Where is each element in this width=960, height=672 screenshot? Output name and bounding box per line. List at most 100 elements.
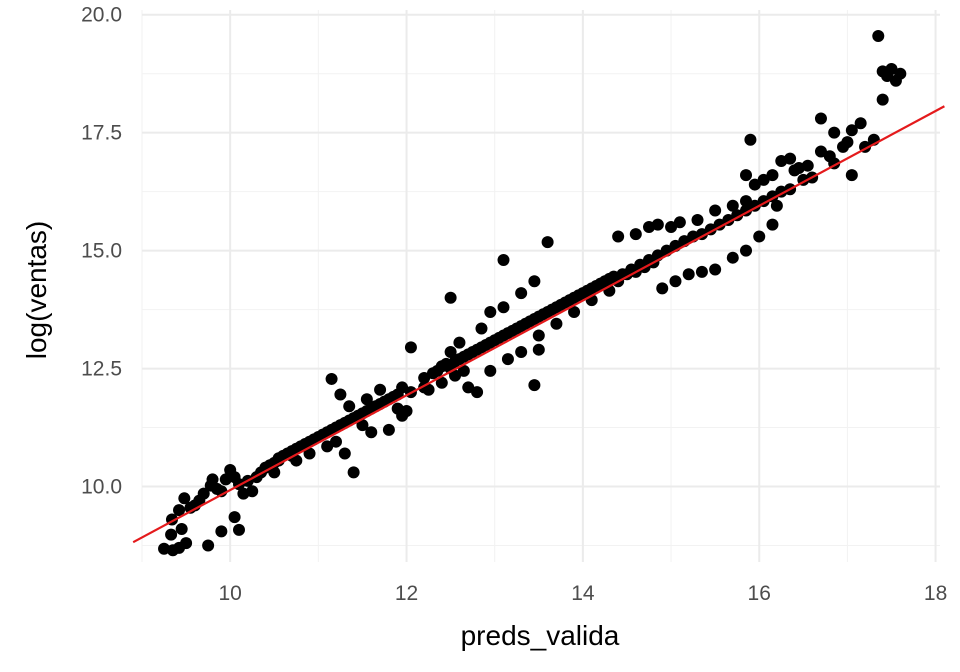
y-tick-label: 15.0 (81, 240, 122, 263)
x-axis-title: preds_valida (461, 620, 620, 651)
data-point (484, 305, 497, 318)
data-point (845, 124, 858, 137)
y-tick-label: 10.0 (81, 476, 122, 499)
data-point (444, 346, 457, 359)
data-point (475, 322, 488, 335)
data-point (740, 244, 753, 257)
data-point (532, 329, 545, 342)
data-point (673, 216, 686, 229)
reference-line-group (132, 105, 945, 544)
data-point (303, 447, 316, 460)
data-point (740, 195, 753, 208)
data-point (444, 291, 457, 304)
data-point (515, 287, 528, 300)
data-point (528, 275, 541, 288)
data-point (382, 423, 395, 436)
data-point (792, 162, 805, 175)
data-point (484, 364, 497, 377)
data-point (528, 379, 541, 392)
data-point (532, 343, 545, 356)
data-point (837, 140, 850, 153)
data-point (215, 525, 228, 538)
data-point (872, 29, 885, 42)
grid (141, 10, 940, 562)
data-point (396, 381, 409, 394)
data-point (347, 466, 360, 479)
data-point (612, 230, 625, 243)
data-point (290, 454, 303, 467)
data-point (391, 402, 404, 415)
data-point (515, 346, 528, 359)
reference-line (132, 105, 945, 544)
data-point (356, 419, 369, 432)
data-point (321, 440, 334, 453)
y-tick-label: 17.5 (81, 122, 122, 145)
data-point (365, 426, 378, 439)
data-point (854, 117, 867, 130)
data-point (541, 236, 554, 249)
data-point (497, 254, 510, 267)
data-point (206, 473, 219, 486)
data-point (175, 522, 188, 535)
data-point (457, 364, 470, 377)
data-point (876, 93, 889, 106)
data-point (497, 301, 510, 314)
data-point (334, 388, 347, 401)
data-point (682, 268, 695, 281)
data-point (709, 263, 722, 276)
x-tick-labels: 10 12 14 16 18 (218, 582, 947, 605)
data-point (665, 221, 678, 234)
y-tick-labels: 10.0 12.5 15.0 17.5 20.0 (81, 4, 122, 499)
data-point (329, 435, 342, 448)
data-point (449, 369, 462, 382)
data-point (845, 169, 858, 182)
data-point (374, 383, 387, 396)
data-point (740, 169, 753, 182)
data-point (268, 466, 281, 479)
data-point (202, 539, 215, 552)
data-points (158, 29, 907, 557)
data-point (757, 173, 770, 186)
data-point (228, 511, 241, 524)
data-point (568, 305, 581, 318)
data-point (784, 152, 797, 165)
y-axis-title: log(ventas) (21, 221, 52, 360)
data-point (453, 336, 466, 349)
x-tick-label: 16 (748, 582, 771, 605)
data-point (471, 386, 484, 399)
x-tick-label: 10 (218, 582, 241, 605)
x-tick-label: 14 (571, 582, 595, 605)
data-point (325, 372, 338, 385)
data-point (766, 218, 779, 231)
data-point (338, 447, 351, 460)
data-point (709, 204, 722, 217)
x-tick-label: 12 (395, 582, 418, 605)
y-tick-label: 20.0 (81, 4, 122, 27)
data-point (651, 218, 664, 231)
data-point (726, 251, 739, 264)
data-point (422, 383, 435, 396)
data-point (435, 376, 448, 389)
data-point (881, 70, 894, 83)
data-point (173, 504, 186, 517)
data-point (814, 145, 827, 158)
data-point (695, 265, 708, 278)
data-point (894, 67, 907, 80)
data-point (748, 178, 761, 191)
data-point (343, 400, 356, 413)
data-point (232, 523, 245, 536)
y-tick-label: 12.5 (81, 358, 122, 381)
data-point (814, 112, 827, 125)
data-point (770, 199, 783, 212)
data-point (726, 199, 739, 212)
data-point (158, 542, 171, 555)
data-point (462, 381, 475, 394)
data-point (246, 485, 259, 498)
data-point (744, 133, 757, 146)
data-point (753, 230, 766, 243)
data-point (691, 213, 704, 226)
x-tick-label: 18 (924, 582, 947, 605)
data-point (360, 393, 373, 406)
data-point (669, 275, 682, 288)
